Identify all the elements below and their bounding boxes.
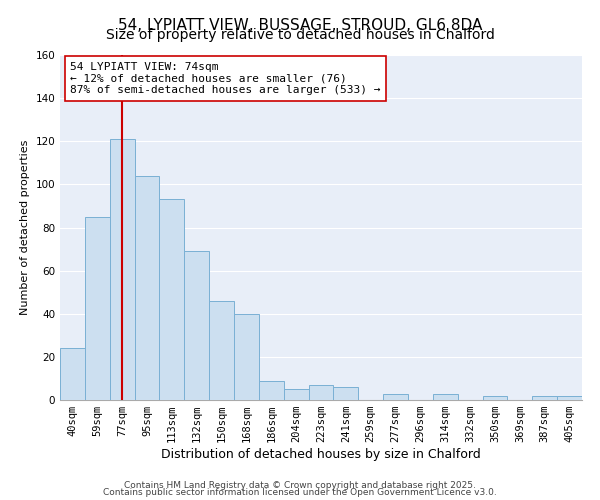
X-axis label: Distribution of detached houses by size in Chalford: Distribution of detached houses by size … xyxy=(161,448,481,461)
Bar xyxy=(160,200,184,400)
Text: Contains HM Land Registry data © Crown copyright and database right 2025.: Contains HM Land Registry data © Crown c… xyxy=(124,480,476,490)
Text: 54 LYPIATT VIEW: 74sqm
← 12% of detached houses are smaller (76)
87% of semi-det: 54 LYPIATT VIEW: 74sqm ← 12% of detached… xyxy=(70,62,381,95)
Y-axis label: Number of detached properties: Number of detached properties xyxy=(20,140,30,315)
Bar xyxy=(308,385,334,400)
Bar xyxy=(234,314,259,400)
Bar xyxy=(134,176,160,400)
Bar xyxy=(259,380,284,400)
Text: 54, LYPIATT VIEW, BUSSAGE, STROUD, GL6 8DA: 54, LYPIATT VIEW, BUSSAGE, STROUD, GL6 8… xyxy=(118,18,482,32)
Bar xyxy=(85,216,110,400)
Bar xyxy=(209,301,234,400)
Bar xyxy=(110,139,134,400)
Bar xyxy=(184,251,209,400)
Bar xyxy=(532,396,557,400)
Bar xyxy=(557,396,582,400)
Text: Size of property relative to detached houses in Chalford: Size of property relative to detached ho… xyxy=(106,28,494,42)
Bar xyxy=(383,394,408,400)
Bar xyxy=(60,348,85,400)
Bar xyxy=(433,394,458,400)
Bar xyxy=(334,387,358,400)
Text: Contains public sector information licensed under the Open Government Licence v3: Contains public sector information licen… xyxy=(103,488,497,497)
Bar xyxy=(482,396,508,400)
Bar xyxy=(284,389,308,400)
